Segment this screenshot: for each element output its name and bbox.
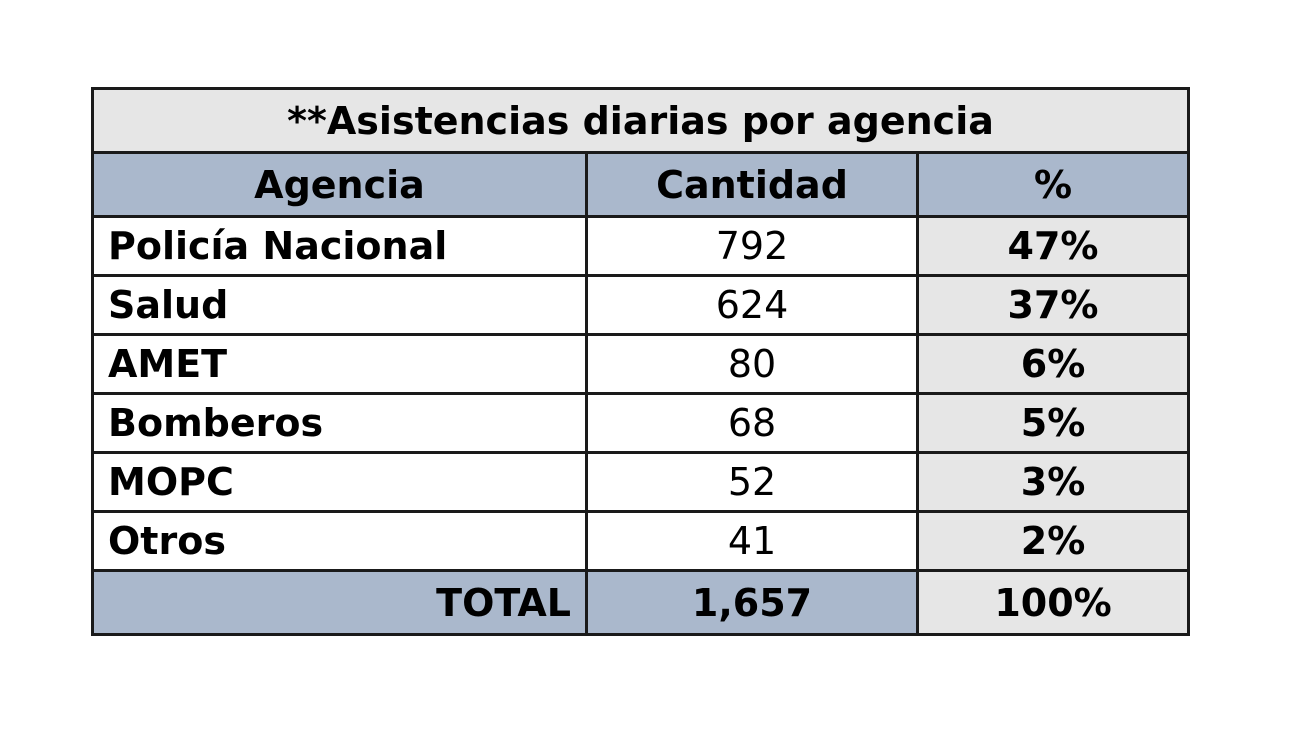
table-row: MOPC 52 3% <box>91 451 1191 513</box>
percent-cell: 6% <box>915 333 1191 395</box>
agency-assistance-table-container: **Asistencias diarias por agencia Agenci… <box>90 87 1191 636</box>
agency-name-cell: AMET <box>91 333 588 395</box>
table-title: **Asistencias diarias por agencia <box>90 87 1191 154</box>
table-row: Policía Nacional 792 47% <box>91 215 1191 277</box>
total-label: TOTAL <box>91 569 588 636</box>
percent-cell: 3% <box>915 451 1191 513</box>
quantity-cell: 624 <box>585 274 919 336</box>
quantity-cell: 792 <box>585 215 919 277</box>
table-row: AMET 80 6% <box>91 333 1191 395</box>
agency-name-cell: Otros <box>91 510 588 572</box>
header-percent: % <box>915 151 1191 218</box>
table-row: Bomberos 68 5% <box>91 392 1191 454</box>
quantity-cell: 41 <box>585 510 919 572</box>
percent-cell: 47% <box>915 215 1191 277</box>
header-agency: Agencia <box>91 151 588 218</box>
total-percent: 100% <box>915 569 1191 636</box>
agency-name-cell: MOPC <box>91 451 588 513</box>
agency-assistance-table: **Asistencias diarias por agencia Agenci… <box>90 87 1191 636</box>
total-quantity: 1,657 <box>585 569 919 636</box>
table-row: Salud 624 37% <box>91 274 1191 336</box>
quantity-cell: 68 <box>585 392 919 454</box>
percent-cell: 37% <box>915 274 1191 336</box>
agency-name-cell: Policía Nacional <box>91 215 588 277</box>
quantity-cell: 52 <box>585 451 919 513</box>
header-quantity: Cantidad <box>585 151 919 218</box>
quantity-cell: 80 <box>585 333 919 395</box>
agency-name-cell: Salud <box>91 274 588 336</box>
table-row: Otros 41 2% <box>91 510 1191 572</box>
table-title-row: **Asistencias diarias por agencia <box>90 87 1191 154</box>
agency-name-cell: Bomberos <box>91 392 588 454</box>
table-header-row: Agencia Cantidad % <box>91 151 1191 218</box>
percent-cell: 5% <box>915 392 1191 454</box>
table-total-row: TOTAL 1,657 100% <box>91 569 1191 636</box>
percent-cell: 2% <box>915 510 1191 572</box>
